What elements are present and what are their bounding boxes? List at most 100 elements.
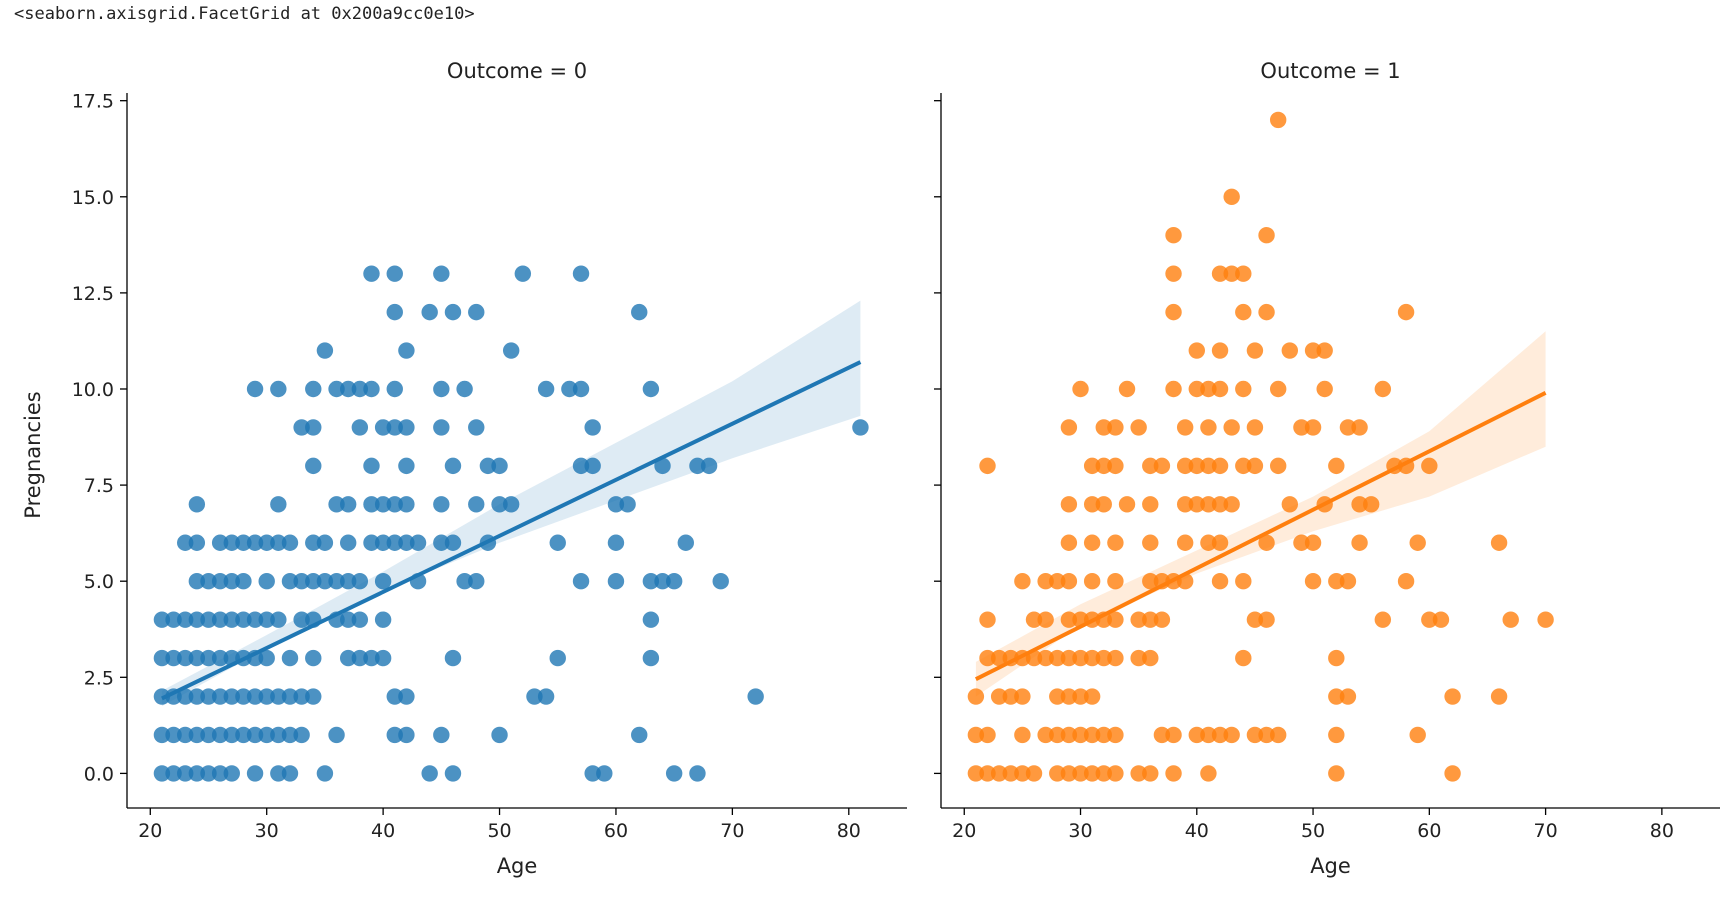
- data-point: [374, 572, 392, 590]
- data-point: [1176, 534, 1194, 551]
- data-point: [1014, 688, 1031, 705]
- data-point: [1014, 572, 1031, 590]
- data-point: [316, 572, 334, 590]
- data-point: [468, 496, 485, 513]
- data-point: [188, 649, 206, 667]
- data-point: [514, 265, 532, 282]
- data-point: [967, 688, 985, 705]
- data-point: [270, 380, 287, 398]
- data-point: [572, 572, 590, 590]
- y-tick-label: 2.5: [84, 667, 114, 689]
- data-point: [386, 496, 403, 513]
- data-point: [1246, 342, 1264, 359]
- data-point: [1409, 726, 1426, 744]
- data-point: [1072, 380, 1089, 398]
- data-point: [351, 380, 369, 398]
- data-point: [1200, 380, 1217, 398]
- data-point: [339, 649, 357, 667]
- data-point: [1049, 765, 1066, 782]
- data-point: [165, 726, 182, 744]
- data-point: [1328, 726, 1345, 744]
- data-point: [351, 572, 369, 590]
- data-point: [1107, 649, 1124, 667]
- data-point: [177, 726, 194, 744]
- data-point: [1107, 726, 1124, 744]
- data-point: [1200, 726, 1217, 744]
- data-point: [1049, 649, 1066, 667]
- data-point: [1083, 649, 1101, 667]
- data-point: [1165, 303, 1182, 321]
- data-point: [188, 611, 206, 628]
- data-point: [339, 496, 357, 513]
- data-point: [1153, 611, 1171, 628]
- data-point: [281, 688, 299, 705]
- data-point: [1083, 496, 1101, 513]
- data-point: [270, 765, 287, 782]
- data-point: [1223, 726, 1240, 744]
- data-point: [328, 380, 345, 398]
- data-point: [398, 342, 415, 359]
- data-point: [281, 765, 299, 782]
- data-point: [1165, 227, 1182, 244]
- data-point: [1083, 765, 1101, 782]
- data-point: [1328, 572, 1345, 590]
- x-tick-label: 50: [1301, 820, 1325, 842]
- data-point: [1246, 726, 1264, 744]
- data-point: [1235, 649, 1252, 667]
- data-point: [409, 534, 427, 551]
- data-point: [1304, 534, 1322, 551]
- data-point: [1176, 457, 1194, 475]
- data-point: [1072, 765, 1089, 782]
- facet-panel-1: Outcome = 1 20 30 40 50 60 70 80 Age: [934, 59, 1720, 878]
- data-point: [1211, 265, 1229, 282]
- confidence-band: [975, 331, 1546, 697]
- data-point: [293, 572, 310, 590]
- data-point: [200, 649, 217, 667]
- data-point: [363, 649, 380, 667]
- data-point: [293, 688, 310, 705]
- data-point: [386, 726, 403, 744]
- output-repr: <seaborn.axisgrid.FacetGrid at 0x200a9cc…: [14, 4, 475, 24]
- data-point: [1211, 572, 1229, 590]
- data-point: [339, 611, 357, 628]
- data-point: [572, 457, 590, 475]
- data-point: [386, 688, 403, 705]
- confidence-band: [161, 300, 861, 707]
- data-point: [468, 572, 485, 590]
- data-point: [1118, 380, 1136, 398]
- data-point: [374, 496, 392, 513]
- data-point: [433, 726, 450, 744]
- data-point: [1072, 726, 1089, 744]
- data-point: [1188, 457, 1205, 475]
- data-point: [1235, 303, 1252, 321]
- regression-line: [974, 391, 1547, 682]
- data-point: [1316, 380, 1333, 398]
- data-point: [1060, 649, 1078, 667]
- data-point: [1374, 380, 1392, 398]
- data-point: [153, 611, 171, 628]
- data-point: [386, 265, 403, 282]
- data-point: [386, 534, 403, 551]
- data-point: [1095, 765, 1112, 782]
- data-point: [351, 419, 369, 436]
- facet-panel-0: Outcome = 0 0.0 2.5 5.0 7.5 10.0 12.5 15.0 17.5 2…: [72, 59, 907, 878]
- data-point: [537, 688, 555, 705]
- data-point: [363, 380, 380, 398]
- data-point: [1397, 303, 1415, 321]
- data-point: [1072, 649, 1089, 667]
- data-point: [328, 726, 345, 744]
- data-point: [211, 688, 229, 705]
- data-point: [1293, 419, 1310, 436]
- y-tick-label: 5.0: [84, 571, 114, 593]
- facet-title: Outcome = 1: [1260, 59, 1400, 83]
- data-point: [549, 649, 566, 667]
- data-point: [1188, 726, 1205, 744]
- data-point: [316, 342, 334, 359]
- data-point: [1235, 572, 1252, 590]
- data-point: [979, 457, 996, 475]
- data-point: [1095, 496, 1112, 513]
- data-point: [549, 534, 566, 551]
- data-point: [584, 457, 601, 475]
- data-point: [1107, 457, 1124, 475]
- data-point: [1118, 496, 1136, 513]
